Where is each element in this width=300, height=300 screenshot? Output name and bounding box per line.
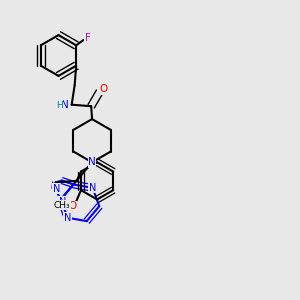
Text: N: N bbox=[59, 197, 66, 207]
Text: N: N bbox=[61, 100, 69, 110]
Text: N: N bbox=[53, 184, 60, 194]
Text: N: N bbox=[89, 183, 96, 193]
Text: F: F bbox=[85, 33, 91, 43]
Text: N: N bbox=[88, 157, 96, 167]
Text: O: O bbox=[68, 201, 77, 212]
Text: O: O bbox=[99, 84, 107, 94]
Text: CH₃: CH₃ bbox=[53, 201, 70, 210]
Text: N: N bbox=[64, 213, 71, 223]
Text: H: H bbox=[56, 101, 62, 110]
